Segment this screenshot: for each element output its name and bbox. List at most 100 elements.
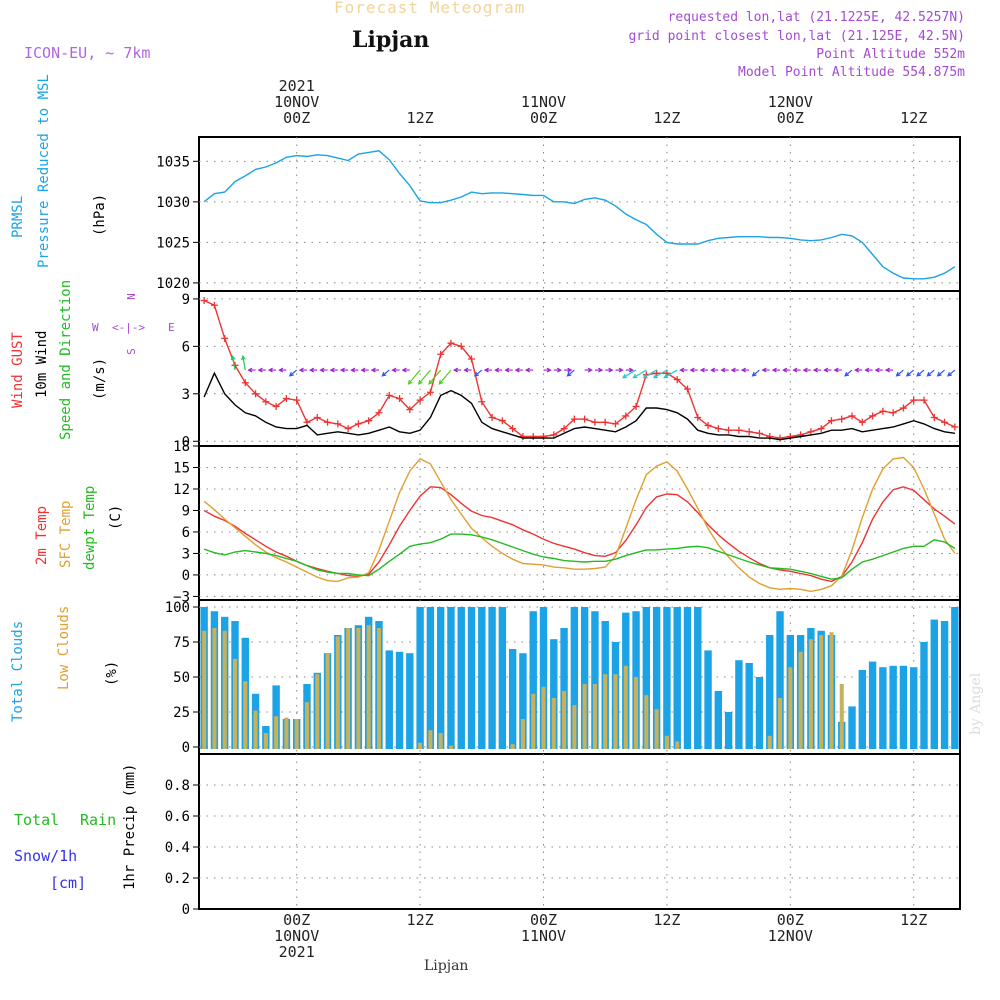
low-cloud-bar bbox=[808, 639, 813, 749]
gust-marker bbox=[262, 398, 270, 406]
info-line-4: Model Point Altitude 554.875m bbox=[738, 65, 965, 80]
low-cloud-bar bbox=[582, 684, 587, 749]
precipitation-ytick-label: 0.8 bbox=[165, 778, 190, 794]
low-cloud-bar bbox=[819, 635, 824, 749]
temperature-ytick-label: 12 bbox=[173, 482, 190, 498]
gust-marker bbox=[396, 395, 404, 403]
gust-marker bbox=[447, 339, 455, 347]
gust-marker bbox=[889, 409, 897, 417]
gust-marker bbox=[468, 355, 476, 363]
low-cloud-bar bbox=[232, 658, 238, 749]
gust-marker bbox=[581, 415, 589, 423]
wind-direction-arrow bbox=[679, 367, 688, 373]
total-cloud-bar bbox=[508, 649, 517, 749]
total-cloud-bar bbox=[776, 611, 784, 749]
wind-direction-arrow bbox=[936, 369, 945, 377]
low-cloud-bar bbox=[531, 693, 536, 749]
total-cloud-bar bbox=[951, 607, 959, 749]
gust-marker bbox=[817, 425, 825, 433]
gust-marker bbox=[951, 423, 959, 431]
precipitation-ytick-label: 0.2 bbox=[165, 871, 190, 887]
wind-direction-arrow bbox=[730, 367, 739, 373]
time-label: 11NOV bbox=[520, 93, 567, 111]
time-label: 00Z bbox=[529, 911, 558, 929]
gust-marker bbox=[375, 409, 383, 417]
wind-direction-arrow bbox=[916, 369, 925, 377]
pressure-ytick-label: 1030 bbox=[156, 195, 190, 211]
temperature-ytick-label: 3 bbox=[182, 546, 190, 562]
wind-direction-arrow bbox=[278, 367, 287, 373]
gust-marker bbox=[930, 414, 938, 422]
gust-marker bbox=[365, 417, 373, 425]
wind-direction-arrow bbox=[615, 367, 624, 373]
low-cloud-bar bbox=[243, 681, 248, 749]
clouds-ytick-label: 75 bbox=[173, 635, 190, 651]
total-cloud-bar bbox=[714, 691, 723, 749]
total-cloud-bar bbox=[899, 665, 908, 749]
clouds-ytick-label: 100 bbox=[165, 600, 190, 616]
wind-direction-arrow bbox=[309, 367, 318, 373]
gust-marker bbox=[252, 390, 260, 398]
low-cloud-bar bbox=[829, 632, 834, 749]
total-cloud-bar bbox=[910, 667, 918, 749]
model-label: ICON-EU, ~ 7km bbox=[24, 44, 151, 62]
low-cloud-bar bbox=[541, 686, 546, 749]
gust-marker bbox=[683, 385, 691, 393]
wind-direction-arrow bbox=[812, 367, 822, 373]
wind-direction-arrow bbox=[884, 367, 894, 373]
pressure-series-0 bbox=[203, 150, 956, 280]
wind-compass: N W <-|-> E S bbox=[88, 290, 183, 360]
wind-direction-arrow bbox=[463, 367, 472, 373]
time-label: 12Z bbox=[406, 109, 434, 127]
gust-marker bbox=[766, 433, 774, 441]
gust-marker bbox=[406, 406, 414, 414]
time-label: 2021 bbox=[278, 77, 315, 95]
low-cloud-bar bbox=[253, 710, 258, 749]
wind-direction-arrow bbox=[494, 367, 503, 373]
wind-direction-arrow bbox=[689, 367, 698, 373]
low-cloud-bar bbox=[839, 684, 844, 749]
clouds-ytick-label: 25 bbox=[173, 705, 190, 721]
gust-marker bbox=[282, 395, 290, 403]
low-cloud-bar bbox=[304, 702, 310, 749]
low-cloud-bar bbox=[418, 742, 423, 749]
wind-direction-arrow bbox=[381, 369, 390, 377]
wind-direction-arrow bbox=[543, 367, 552, 373]
gust-marker bbox=[755, 429, 763, 437]
info-line-1: requested lon,lat (21.1225E, 42.5257N) bbox=[667, 10, 965, 25]
clouds-ytick-label: 0 bbox=[182, 740, 190, 756]
temperature-series-2 bbox=[203, 533, 956, 580]
gust-marker bbox=[745, 428, 753, 436]
gust-marker bbox=[540, 433, 548, 441]
gust-marker bbox=[611, 420, 619, 428]
precip-legend-rain: Rain bbox=[80, 811, 117, 829]
total-cloud-bar bbox=[920, 642, 928, 749]
temperature-ytick-label: 6 bbox=[182, 525, 190, 541]
wind-direction-arrow bbox=[350, 367, 359, 373]
gust-marker bbox=[858, 418, 866, 426]
gust-marker bbox=[591, 418, 599, 426]
gust-marker bbox=[344, 425, 352, 433]
wind-direction-arrow bbox=[428, 369, 442, 385]
wind-direction-arrow bbox=[407, 369, 421, 385]
low-cloud-bar bbox=[788, 667, 793, 749]
wind-direction-arrow bbox=[854, 367, 863, 373]
total-cloud-bar bbox=[889, 665, 897, 749]
low-cloud-bar bbox=[551, 698, 556, 749]
time-label: 10NOV bbox=[274, 927, 320, 945]
wind-direction-arrow bbox=[605, 367, 614, 373]
low-cloud-bar bbox=[346, 628, 351, 749]
wind-direction-arrow bbox=[833, 367, 842, 373]
wind-direction-arrow bbox=[473, 369, 483, 377]
wind-direction-arrow bbox=[566, 369, 575, 377]
wind-direction-arrow bbox=[864, 367, 873, 373]
wind-direction-arrow bbox=[564, 367, 573, 373]
wind-direction-arrow bbox=[247, 367, 256, 373]
total-cloud-bar bbox=[704, 650, 712, 749]
gust-marker bbox=[354, 420, 362, 428]
low-cloud-bar bbox=[510, 744, 515, 749]
temperature-series-0 bbox=[203, 486, 956, 583]
total-cloud-bar bbox=[436, 607, 445, 749]
temperature-series-1 bbox=[203, 456, 956, 593]
time-label: 12Z bbox=[653, 911, 681, 929]
